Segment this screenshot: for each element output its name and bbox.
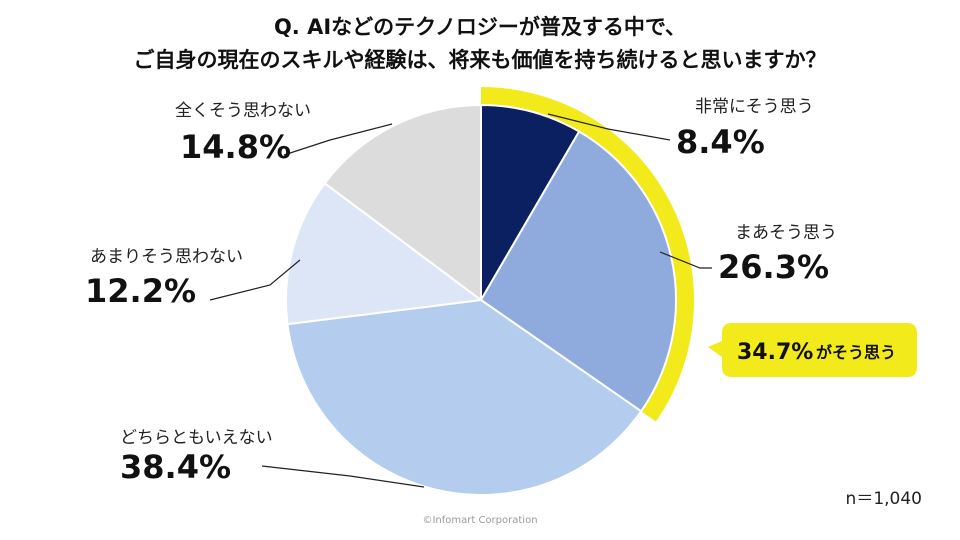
callout-text: がそう思う	[816, 343, 896, 362]
slice-2	[479, 130, 677, 413]
leader-line-4	[209, 259, 301, 301]
chart-title-line-1: Q. AIなどのテクノロジーが普及する中で、	[273, 15, 687, 39]
slice-label-value-3: 38.4%	[120, 448, 231, 486]
highlight-ring	[481, 87, 695, 422]
slice-1	[480, 103, 581, 304]
leader-line-3	[261, 465, 425, 488]
slice-label-name-5: 全くそう思わない	[175, 101, 311, 121]
slice-label-value-5: 14.8%	[180, 128, 291, 166]
callout-shape	[708, 323, 917, 377]
slice-label-value-1: 8.4%	[676, 123, 765, 161]
leader-line-5	[283, 123, 393, 156]
slice-label-name-1: 非常にそう思う	[695, 97, 814, 117]
slice-5	[323, 103, 482, 302]
chart-title-line-2: ご自身の現在のスキルや経験は、将来も価値を持ち続けると思いますか？	[133, 48, 827, 72]
slice-3	[286, 298, 643, 496]
slice-label-name-3: どちらともいえない	[120, 428, 273, 448]
callout-badge: 34.7% がそう思う	[708, 323, 917, 377]
slice-label-value-2: 26.3%	[718, 248, 829, 286]
slice-label-name-2: まあそう思う	[735, 223, 837, 243]
leader-lines	[209, 113, 712, 488]
highlight-arc	[481, 87, 695, 422]
copyright-text: ©Infomart Corporation	[422, 515, 538, 526]
slice-4	[285, 181, 484, 326]
pie-slices	[285, 103, 677, 496]
callout-value: 34.7%	[737, 340, 813, 365]
leader-line-2	[659, 251, 712, 269]
slice-label-name-4: あまりそう思わない	[90, 247, 243, 267]
leader-line-1	[547, 113, 671, 141]
slice-label-value-4: 12.2%	[85, 272, 196, 310]
sample-size-note: n＝1,040	[845, 489, 922, 509]
